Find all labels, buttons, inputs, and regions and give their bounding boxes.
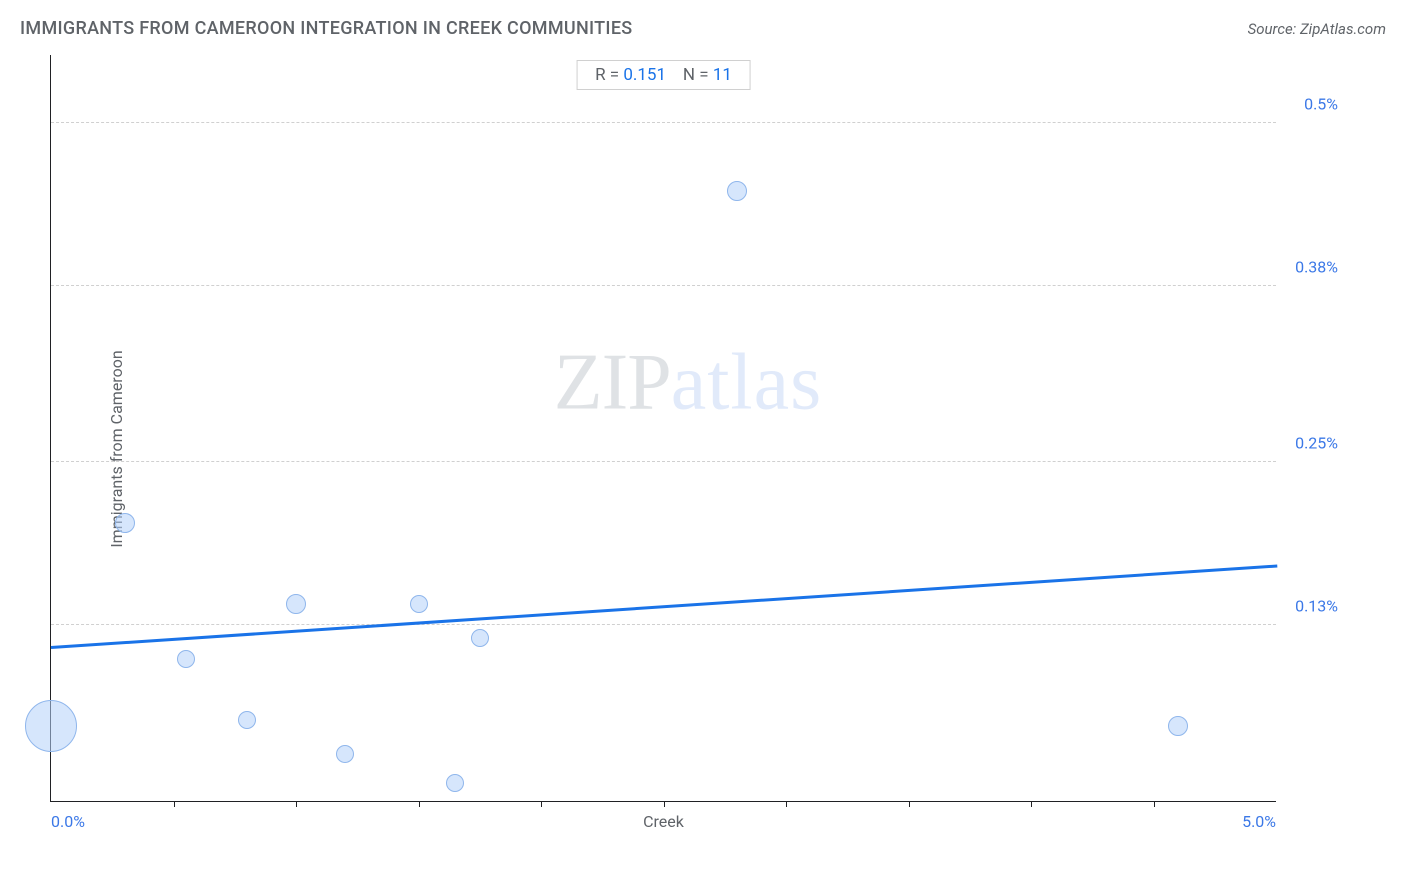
stats-box: R = 0.151 N = 11: [576, 60, 751, 90]
chart-header: IMMIGRANTS FROM CAMEROON INTEGRATION IN …: [20, 18, 1386, 39]
gridline: [51, 624, 1276, 625]
gridline: [51, 285, 1276, 286]
x-tick: [174, 801, 175, 807]
chart-title: IMMIGRANTS FROM CAMEROON INTEGRATION IN …: [20, 18, 633, 39]
gridline: [51, 461, 1276, 462]
data-point[interactable]: [238, 711, 256, 729]
x-tick: [786, 801, 787, 807]
n-value: 11: [713, 65, 732, 85]
data-point[interactable]: [177, 650, 195, 668]
data-point[interactable]: [25, 700, 77, 752]
n-label: N =: [683, 65, 709, 85]
data-point[interactable]: [286, 594, 306, 614]
r-value: 0.151: [623, 65, 666, 85]
data-point[interactable]: [471, 629, 489, 647]
x-min-label: 0.0%: [51, 812, 85, 831]
watermark-zip: ZIP: [554, 339, 671, 427]
y-tick-label: 0.38%: [1295, 257, 1338, 276]
y-tick-label: 0.5%: [1304, 94, 1338, 113]
data-point[interactable]: [446, 774, 464, 792]
data-point[interactable]: [410, 595, 428, 613]
y-tick-label: 0.25%: [1295, 433, 1338, 452]
chart-container: Immigrants from Cameroon ZIPatlas R = 0.…: [50, 55, 1346, 842]
y-tick-label: 0.13%: [1295, 596, 1338, 615]
data-point[interactable]: [1168, 716, 1188, 736]
trend-line: [51, 564, 1277, 648]
data-point[interactable]: [336, 745, 354, 763]
x-max-label: 5.0%: [1242, 812, 1276, 831]
watermark: ZIPatlas: [554, 338, 823, 429]
r-label: R =: [595, 65, 619, 85]
x-tick: [664, 801, 665, 807]
x-tick: [296, 801, 297, 807]
x-tick: [909, 801, 910, 807]
plot-area: ZIPatlas R = 0.151 N = 11 0.0% 5.0% Cree…: [50, 55, 1276, 802]
x-tick: [1031, 801, 1032, 807]
x-axis-title: Creek: [643, 812, 684, 831]
chart-source: Source: ZipAtlas.com: [1248, 20, 1386, 38]
x-tick: [419, 801, 420, 807]
data-point[interactable]: [727, 181, 747, 201]
gridline: [51, 122, 1276, 123]
data-point[interactable]: [115, 513, 135, 533]
x-tick: [541, 801, 542, 807]
x-tick: [1154, 801, 1155, 807]
watermark-atlas: atlas: [671, 339, 823, 427]
